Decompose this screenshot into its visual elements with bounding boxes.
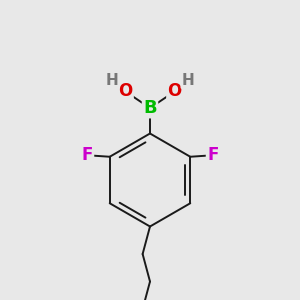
Text: O: O <box>118 82 133 100</box>
Text: H: H <box>182 73 194 88</box>
Text: B: B <box>143 99 157 117</box>
Text: O: O <box>167 82 182 100</box>
Text: H: H <box>106 73 118 88</box>
Text: F: F <box>82 146 93 164</box>
Text: F: F <box>207 146 218 164</box>
